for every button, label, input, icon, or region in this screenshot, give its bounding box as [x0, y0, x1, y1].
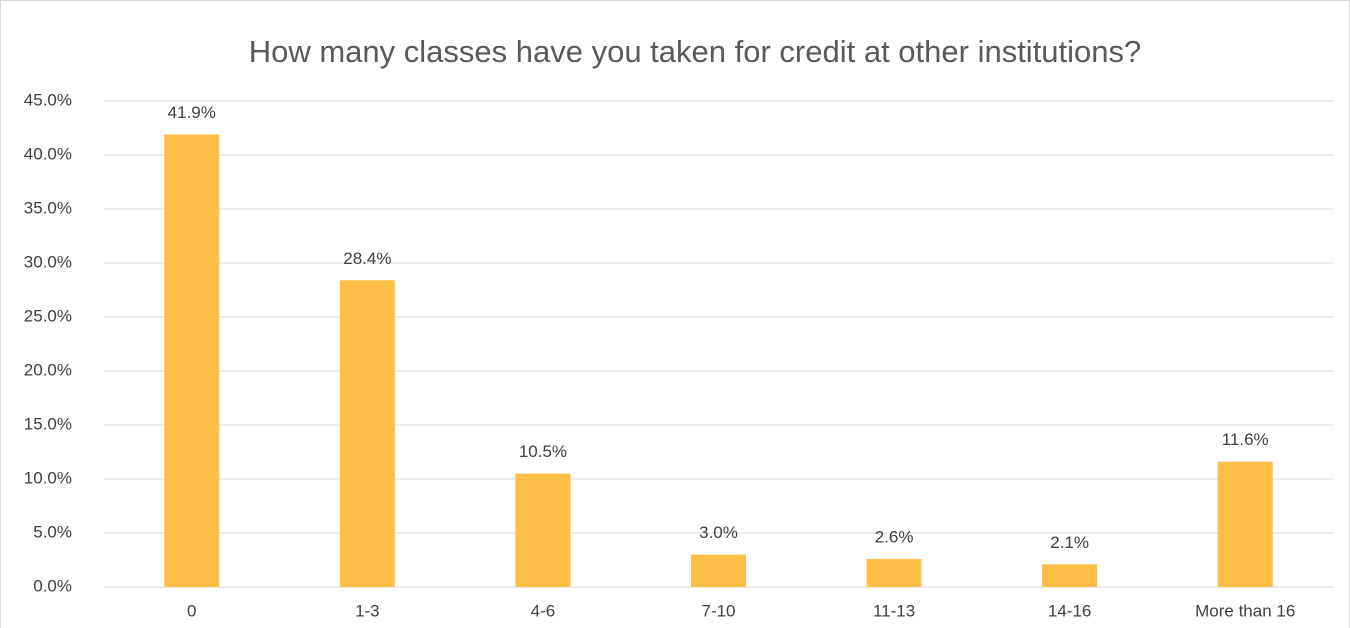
y-tick-label: 30.0% — [24, 252, 72, 271]
data-label: 41.9% — [168, 103, 216, 122]
data-label: 28.4% — [343, 249, 391, 268]
y-tick-label: 45.0% — [24, 90, 72, 109]
y-tick-label: 25.0% — [24, 306, 72, 325]
y-tick-label: 5.0% — [33, 522, 72, 541]
bar — [866, 558, 922, 587]
x-tick-label: 11-13 — [873, 601, 915, 620]
y-tick-label: 0.0% — [33, 576, 72, 595]
y-tick-label: 35.0% — [24, 198, 72, 217]
bar — [691, 554, 746, 587]
bar — [1217, 461, 1273, 587]
x-tick-label: 0 — [187, 601, 196, 620]
x-tick-label: 14-16 — [1048, 601, 1091, 620]
y-tick-label: 40.0% — [24, 144, 72, 163]
y-tick-label: 10.0% — [24, 468, 72, 487]
x-tick-label: More than 16 — [1195, 601, 1295, 620]
data-label: 2.1% — [1050, 533, 1089, 552]
y-tick-label: 20.0% — [24, 360, 72, 379]
data-label: 3.0% — [699, 523, 738, 542]
chart-title: How many classes have you taken for cred… — [248, 34, 1142, 69]
y-tick-label: 15.0% — [24, 414, 72, 433]
data-label: 10.5% — [519, 442, 567, 461]
data-label: 2.6% — [875, 527, 914, 546]
x-tick-label: 7-10 — [701, 601, 735, 620]
x-tick-label: 1-3 — [355, 601, 380, 620]
bar — [339, 280, 395, 587]
data-label: 11.6% — [1222, 430, 1269, 449]
bar — [515, 473, 571, 587]
bar — [164, 134, 220, 588]
bar — [1042, 564, 1098, 587]
x-tick-label: 4-6 — [531, 601, 556, 620]
